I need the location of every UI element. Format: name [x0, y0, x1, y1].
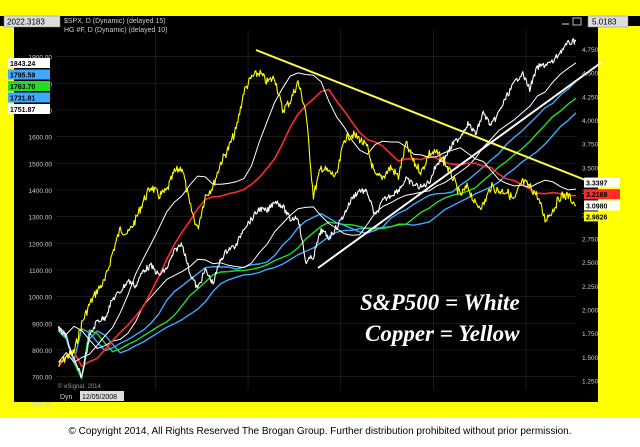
right-axis: 4.7504.5004.2504.0003.7503.5003.2503.000…: [582, 47, 620, 386]
trend-layer: [255, 49, 603, 269]
legend-line-1: $SPX, D (Dynamic) (delayed 15): [64, 18, 166, 25]
value-box-label: 3.2169: [586, 192, 608, 199]
right-tick-label: 2.750: [582, 236, 599, 243]
bottom-strip: [14, 390, 598, 402]
right-tick-label: 3.500: [582, 165, 599, 172]
value-box-label: 1731.81: [10, 96, 35, 103]
ma-band-cyan: [57, 80, 576, 362]
sp500-uptrend-line: [317, 61, 603, 269]
date-box-label: 12/05/2008: [82, 394, 117, 401]
header-right-value: 5.0183: [592, 18, 617, 27]
chart-svg: 2022.3183 5.0183 $SPX, D (Dynamic) (dela…: [0, 15, 640, 408]
value-box: [584, 189, 620, 200]
value-box-label: 3.3397: [586, 181, 608, 188]
value-box-label: 1843.24: [10, 61, 35, 68]
plot-background: [14, 16, 598, 393]
right-tick-label: 1.750: [582, 331, 599, 338]
ma-band-green: [57, 97, 576, 379]
left-tick-label: 1100.00: [29, 268, 52, 275]
right-tick-label: 1.250: [582, 379, 599, 386]
right-tick-label: 4.750: [582, 47, 599, 54]
left-axis: 1900.001800.001700.001600.001500.001400.…: [8, 55, 53, 408]
value-box: [8, 81, 50, 91]
copper-ma-red: [57, 88, 576, 368]
overlay-copper-label: Copper = Yellow: [365, 321, 520, 346]
left-tick-label: 700.00: [32, 375, 52, 382]
right-tick-label: 2.250: [582, 284, 599, 291]
right-tick-label: 2.000: [582, 307, 599, 314]
value-box-label: 3.0980: [586, 203, 608, 210]
value-box-label: 1763.70: [10, 84, 35, 91]
copper-downtrend-line: [255, 49, 599, 186]
value-box: [584, 200, 620, 211]
right-tick-label: 4.250: [582, 94, 599, 101]
header-right-box: [587, 15, 629, 28]
left-tick-label: 1200.00: [29, 241, 53, 248]
value-box-label: 1795.59: [10, 73, 35, 80]
right-tick-label: 4.000: [582, 118, 599, 125]
copper-ma-white: [58, 72, 576, 363]
header-left-box: [3, 15, 61, 28]
value-box: [8, 92, 50, 103]
value-box: [584, 211, 620, 222]
maximize-icon[interactable]: [572, 17, 582, 26]
header-strip: [0, 16, 640, 26]
ma-band-blue: [58, 112, 576, 380]
series-layer: [57, 38, 576, 380]
value-box: [584, 177, 620, 188]
value-box: [8, 69, 50, 80]
watermark: © eSignal, 2014: [58, 383, 101, 390]
left-tick-label: 800.00: [32, 348, 52, 355]
right-tick-label: 4.500: [582, 71, 599, 78]
left-tick-label: 1000.00: [29, 295, 53, 302]
sp500-line: [57, 38, 576, 379]
legend-line-2: HG #F, D (Dynamic) (delayed 10): [64, 27, 167, 34]
left-tick-label: 900.00: [32, 321, 52, 328]
left-tick-label: 1600.00: [29, 135, 53, 142]
dyn-label: Dyn: [60, 394, 73, 401]
right-tick-label: 1.500: [582, 355, 599, 362]
left-tick-label: 1500.00: [29, 161, 53, 168]
value-box: [8, 58, 50, 68]
value-box: [8, 104, 50, 114]
overlay-sp500-label: S&P500 = White: [360, 290, 520, 315]
right-tick-label: 2.500: [582, 260, 599, 267]
value-box-label: 1751.87: [10, 107, 35, 114]
value-box-label: 2.9826: [586, 214, 608, 221]
header-left-value: 2022.3183: [7, 18, 45, 27]
copper-line: [58, 69, 576, 367]
right-tick-label: 3.750: [582, 142, 599, 149]
left-tick-label: 600.00: [32, 401, 52, 408]
left-tick-label: 1300.00: [29, 215, 53, 222]
date-box[interactable]: [80, 391, 124, 401]
left-tick-label: 1400.00: [29, 188, 53, 195]
copyright-notice: © Copyright 2014, All Rights Reserved Th…: [68, 426, 572, 437]
